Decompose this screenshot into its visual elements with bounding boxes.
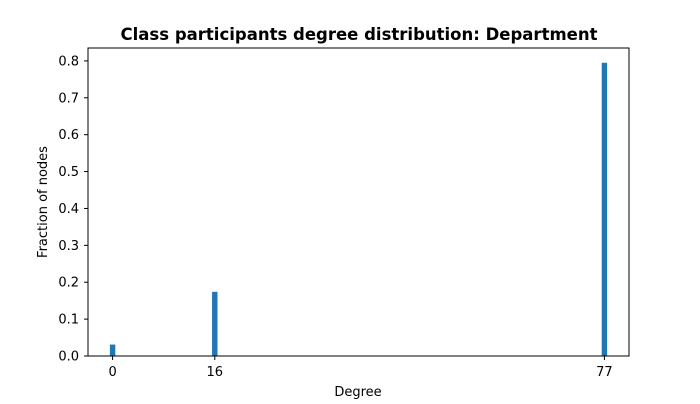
x-axis-ticks: 0 16 77 <box>108 356 613 380</box>
bar-degree-0 <box>109 344 116 356</box>
y-tick-label: 0.8 <box>58 54 79 69</box>
y-tick-label: 0.7 <box>58 91 79 106</box>
x-axis-label: Degree <box>334 385 381 400</box>
bar-degree-77 <box>601 62 608 357</box>
chart-title: Class participants degree distribution: … <box>121 25 598 44</box>
x-tick-label: 16 <box>207 365 224 380</box>
y-tick-label: 0.6 <box>58 128 79 143</box>
x-tick-label: 77 <box>596 365 613 380</box>
y-axis-ticks: 0.0 0.1 0.2 0.3 0.4 0.5 0.6 0.7 0.8 <box>58 54 88 365</box>
plot-area-frame <box>87 47 630 357</box>
y-axis-label: Fraction of nodes <box>36 146 51 258</box>
y-tick-label: 0.1 <box>58 313 79 328</box>
y-tick-label: 0.0 <box>58 350 79 365</box>
bar-degree-16 <box>212 291 218 356</box>
y-tick-label: 0.2 <box>58 276 79 291</box>
x-tick-label: 0 <box>108 365 116 380</box>
bars-group <box>109 62 608 357</box>
y-tick-label: 0.5 <box>58 165 79 180</box>
y-tick-label: 0.3 <box>58 239 79 254</box>
y-tick-label: 0.4 <box>58 202 79 217</box>
